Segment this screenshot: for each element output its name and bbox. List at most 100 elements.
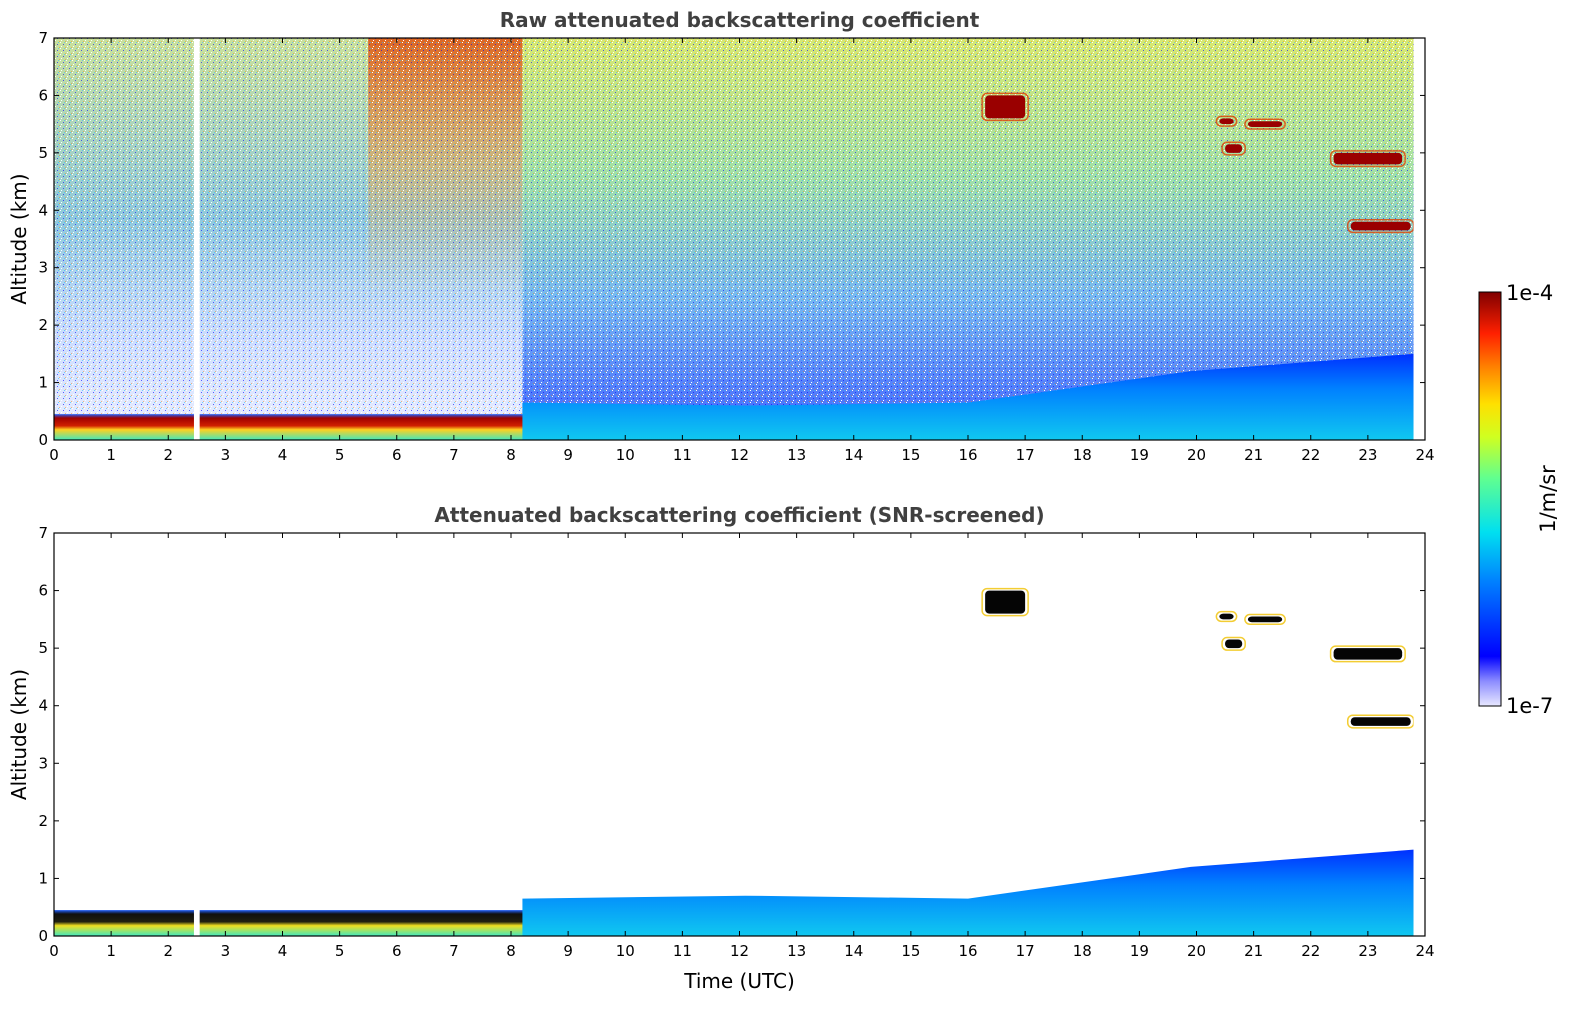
y-tick-label: 4 <box>38 201 48 219</box>
x-tick-label: 14 <box>844 942 863 960</box>
x-tick-label: 19 <box>1130 942 1149 960</box>
x-tick-label: 14 <box>844 446 863 464</box>
y-tick-label: 6 <box>38 582 48 600</box>
y-tick-label: 7 <box>38 29 48 47</box>
panel-1: Raw attenuated backscattering coefficien… <box>7 8 1435 464</box>
x-tick-label: 1 <box>106 942 116 960</box>
cloud-mark <box>1219 613 1234 620</box>
y-tick-label: 3 <box>38 754 48 772</box>
panel-2-plot-area <box>54 533 1425 936</box>
near-surface-layer-mark <box>54 910 546 936</box>
no-data-region <box>1413 38 1425 440</box>
x-tick-label: 6 <box>392 942 402 960</box>
cloud-edge-mark <box>981 587 1029 617</box>
cloud-edge-mark <box>1221 141 1246 156</box>
data-gap <box>193 533 200 936</box>
cloud-edge-mark <box>981 92 1029 122</box>
x-tick-label: 17 <box>1016 446 1035 464</box>
x-tick-label: 5 <box>335 446 345 464</box>
y-tick-label: 1 <box>38 869 48 887</box>
x-tick-label: 9 <box>563 446 573 464</box>
y-tick-label: 2 <box>38 316 48 334</box>
x-tick-label: 18 <box>1073 942 1092 960</box>
x-tick-label: 22 <box>1301 446 1320 464</box>
x-tick-label: 20 <box>1187 942 1206 960</box>
x-tick-label: 0 <box>49 446 59 464</box>
x-tick-label: 15 <box>901 446 920 464</box>
y-tick-label: 6 <box>38 86 48 104</box>
x-tick-label: 3 <box>221 942 231 960</box>
panel-1-plot-area <box>54 38 1425 440</box>
cloud-mark <box>1225 639 1243 649</box>
cloud-mark <box>1333 648 1403 660</box>
x-axis-label: Time (UTC) <box>683 969 795 993</box>
x-tick-label: 19 <box>1130 446 1149 464</box>
x-tick-label: 10 <box>616 942 635 960</box>
x-tick-label: 4 <box>278 446 288 464</box>
no-data-region <box>1413 533 1425 936</box>
colorbar-gradient <box>1478 291 1502 707</box>
x-tick-label: 18 <box>1073 446 1092 464</box>
cloud-mark <box>985 590 1026 614</box>
cloud-edge-mark <box>1221 636 1246 651</box>
panel-title: Attenuated backscattering coefficient (S… <box>434 503 1044 527</box>
x-tick-label: 23 <box>1358 942 1377 960</box>
y-tick-label: 5 <box>38 639 48 657</box>
x-tick-label: 7 <box>449 446 459 464</box>
x-tick-label: 10 <box>616 446 635 464</box>
cloud-edge-mark <box>1244 118 1286 130</box>
x-tick-label: 8 <box>506 446 516 464</box>
x-tick-label: 2 <box>163 942 173 960</box>
panel-title: Raw attenuated backscattering coefficien… <box>500 8 980 32</box>
near-surface-layer-mark <box>54 414 546 440</box>
x-tick-label: 9 <box>563 942 573 960</box>
panel-2: Attenuated backscattering coefficient (S… <box>7 503 1435 993</box>
x-tick-label: 16 <box>958 446 977 464</box>
x-tick-label: 6 <box>392 446 402 464</box>
x-tick-label: 3 <box>221 446 231 464</box>
x-tick-label: 24 <box>1415 942 1434 960</box>
x-tick-label: 11 <box>673 446 692 464</box>
y-tick-label: 4 <box>38 697 48 715</box>
colorbar-unit-label: 1/m/sr <box>1536 465 1560 533</box>
x-tick-label: 20 <box>1187 446 1206 464</box>
cloud-mark <box>1333 152 1403 165</box>
cloud-mark <box>1219 118 1234 125</box>
x-tick-label: 21 <box>1244 446 1263 464</box>
colorbar-min-label: 1e-7 <box>1506 694 1553 718</box>
boundary-layer-mark <box>522 849 1414 936</box>
y-axis-label: Altitude (km) <box>7 173 31 304</box>
x-tick-label: 5 <box>335 942 345 960</box>
x-tick-label: 13 <box>787 446 806 464</box>
x-tick-label: 0 <box>49 942 59 960</box>
x-tick-label: 13 <box>787 942 806 960</box>
cloud-edge-mark <box>1329 645 1406 663</box>
x-tick-label: 22 <box>1301 942 1320 960</box>
cloud-mark <box>1225 144 1243 153</box>
y-axis-label: Altitude (km) <box>7 669 31 800</box>
x-tick-label: 12 <box>730 446 749 464</box>
y-tick-label: 5 <box>38 144 48 162</box>
cloud-mark <box>1247 616 1283 623</box>
y-tick-label: 3 <box>38 259 48 277</box>
cloud-mark <box>1247 121 1283 128</box>
x-tick-label: 17 <box>1016 942 1035 960</box>
colorbar: 1e-4 1e-7 1/m/sr <box>1478 281 1560 718</box>
x-tick-label: 11 <box>673 942 692 960</box>
cloud-edge-mark <box>1215 115 1238 127</box>
x-tick-label: 8 <box>506 942 516 960</box>
y-tick-label: 0 <box>38 431 48 449</box>
cloud-edge-mark <box>1329 150 1406 168</box>
x-tick-label: 4 <box>278 942 288 960</box>
x-tick-label: 1 <box>106 446 116 464</box>
x-tick-label: 21 <box>1244 942 1263 960</box>
x-tick-label: 23 <box>1358 446 1377 464</box>
cloud-mark <box>1350 221 1411 231</box>
y-tick-label: 1 <box>38 374 48 392</box>
x-tick-label: 15 <box>901 942 920 960</box>
x-tick-label: 2 <box>163 446 173 464</box>
x-tick-label: 24 <box>1415 446 1434 464</box>
cloud-edge-mark <box>1215 610 1238 623</box>
